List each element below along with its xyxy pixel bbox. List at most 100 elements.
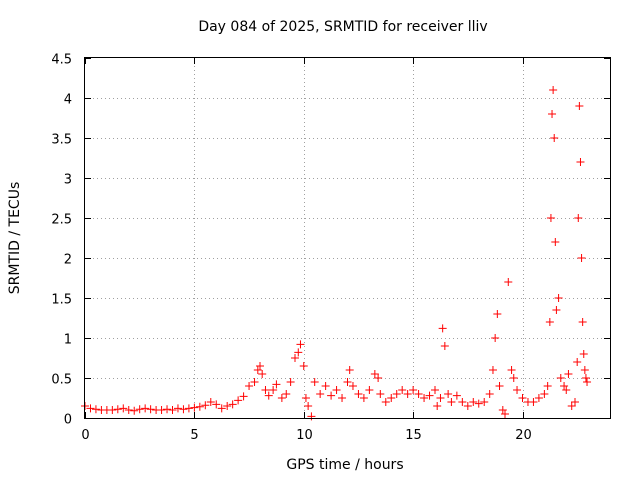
data-point — [433, 402, 442, 410]
data-point — [545, 318, 554, 326]
data-point — [507, 366, 516, 374]
data-point — [444, 390, 453, 398]
x-axis-label: GPS time / hours — [286, 457, 403, 473]
x-tick-label: 5 — [190, 428, 198, 443]
data-point — [438, 324, 447, 333]
x-tick-label: 20 — [515, 428, 532, 443]
data-point — [195, 402, 204, 411]
data-point — [579, 350, 588, 358]
data-point — [513, 386, 522, 394]
data-point — [480, 398, 489, 406]
data-point — [374, 374, 383, 382]
data-point — [282, 390, 291, 398]
data-point — [141, 404, 150, 413]
data-point — [509, 374, 518, 382]
data-point — [409, 386, 418, 394]
data-point — [179, 405, 188, 414]
axis-ticks: 0 5 10 15 20 0 0.5 1 1.5 2 2.5 3 3.5 4 4.5 — [51, 53, 610, 443]
x-tick-label: 10 — [296, 428, 313, 443]
data-point — [365, 386, 374, 394]
data-point — [578, 318, 587, 326]
data-point — [228, 400, 237, 409]
data-point — [549, 86, 558, 94]
data-point — [463, 402, 472, 410]
data-point — [581, 374, 590, 382]
data-point — [264, 391, 273, 400]
data-point — [299, 362, 308, 370]
data-point — [332, 386, 341, 394]
y-tick-label: 4.5 — [51, 53, 72, 68]
data-point — [414, 390, 423, 398]
data-point — [245, 382, 254, 390]
data-point — [173, 404, 182, 413]
y-tick-label: 4 — [64, 93, 72, 108]
data-point — [556, 374, 565, 382]
data-point — [551, 238, 560, 246]
data-point — [277, 394, 286, 402]
data-point — [239, 392, 248, 401]
data-point — [474, 399, 483, 408]
data-point — [124, 406, 133, 414]
data-point — [583, 378, 592, 386]
y-tick-label: 0 — [64, 413, 72, 428]
data-point — [440, 342, 449, 350]
data-markers — [81, 86, 592, 421]
data-point — [348, 382, 357, 390]
data-point — [316, 390, 325, 398]
data-point — [458, 398, 467, 406]
data-point — [307, 412, 316, 421]
plot-frame — [84, 57, 611, 419]
data-point — [345, 366, 354, 374]
data-point — [321, 382, 330, 390]
data-point — [184, 404, 193, 413]
data-point — [272, 380, 281, 389]
grid-lines — [85, 58, 610, 418]
data-point — [575, 102, 584, 110]
data-point — [286, 378, 295, 386]
data-point — [296, 340, 305, 349]
data-point — [146, 405, 155, 414]
data-point — [157, 406, 166, 414]
x-tick-label: 0 — [81, 428, 89, 443]
y-tick-label: 0.5 — [51, 373, 72, 388]
data-point — [256, 362, 264, 370]
data-point — [562, 386, 571, 394]
data-point — [381, 398, 390, 406]
data-point — [447, 398, 456, 406]
data-point — [488, 366, 497, 374]
data-point — [491, 334, 500, 342]
data-point — [261, 386, 270, 394]
data-point — [431, 386, 439, 394]
data-point — [212, 400, 221, 409]
data-point — [190, 403, 199, 412]
data-point — [338, 394, 347, 402]
data-point — [201, 401, 210, 410]
data-point — [420, 394, 429, 402]
data-point — [253, 366, 262, 374]
data-point — [548, 110, 557, 118]
data-point — [580, 366, 589, 374]
y-tick-label: 2.5 — [51, 213, 72, 228]
data-point — [392, 390, 401, 398]
data-point — [501, 410, 509, 418]
data-point — [376, 390, 385, 398]
chart-title: Day 084 of 2025, SRMTID for receiver lli… — [198, 19, 487, 35]
data-point — [86, 404, 95, 413]
data-point — [91, 405, 100, 414]
data-point — [567, 402, 576, 410]
data-point — [550, 134, 559, 142]
data-point — [498, 406, 507, 414]
y-tick-label: 1.5 — [51, 293, 72, 308]
data-point — [387, 394, 396, 402]
data-point — [343, 378, 352, 386]
data-point — [504, 278, 513, 286]
y-tick-label: 2 — [64, 253, 72, 268]
data-point — [168, 406, 177, 414]
data-point — [354, 390, 363, 398]
data-point — [564, 370, 573, 378]
data-point — [113, 405, 122, 414]
data-point — [310, 378, 319, 386]
data-point — [554, 294, 563, 302]
data-point — [359, 394, 368, 402]
data-point — [403, 390, 412, 398]
